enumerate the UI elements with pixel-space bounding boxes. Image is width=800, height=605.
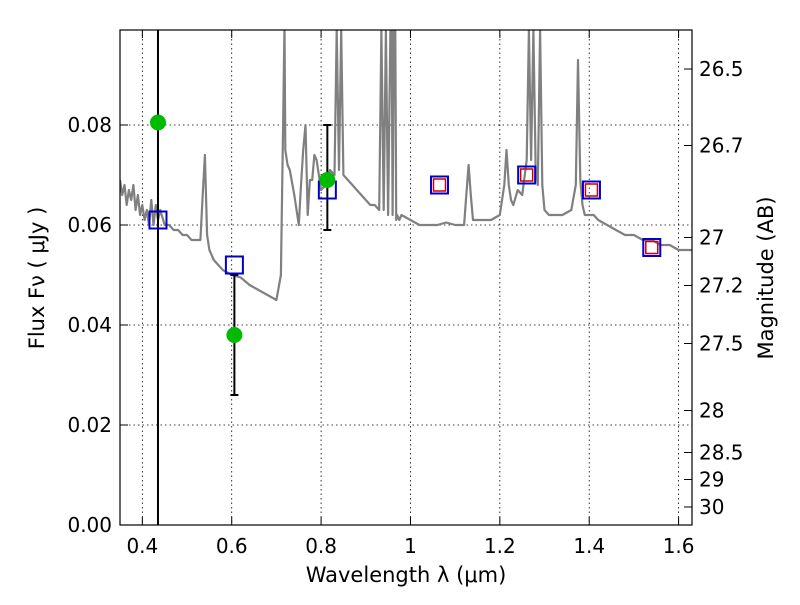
- obs-square: [519, 168, 534, 182]
- y-tick-label: 0.06: [67, 213, 112, 237]
- x-tick-label: 0.6: [216, 534, 248, 558]
- y2-tick-label: 27: [699, 226, 724, 250]
- y2-tick-label: 28: [699, 399, 724, 423]
- y2-tick-label: 30: [699, 495, 724, 519]
- y2-tick-label: 27.2: [699, 274, 744, 298]
- model-square: [430, 175, 450, 195]
- y-tick-label: 0.02: [67, 413, 112, 437]
- y2-tick-label: 28.5: [699, 441, 744, 465]
- y-tick-label: 0.00: [67, 513, 112, 537]
- plot-background: [120, 30, 692, 525]
- obs-square: [645, 240, 659, 255]
- model-square: [148, 210, 168, 230]
- y2-tick-label: 26.7: [699, 134, 744, 158]
- y2-tick-label: 29: [699, 468, 724, 492]
- x-tick-label: 1: [404, 534, 417, 558]
- x-tick-label: 1.4: [573, 534, 605, 558]
- y-tick-label: 0.04: [67, 313, 112, 337]
- data-layer: [120, 30, 692, 525]
- model-square: [517, 165, 537, 185]
- x-axis-label: Wavelength λ (μm): [306, 563, 507, 587]
- y2-tick-label: 26.5: [699, 57, 744, 81]
- y-tick-label: 0.08: [67, 113, 112, 137]
- model-square: [581, 180, 601, 200]
- y2-tick-label: 27.5: [699, 332, 744, 356]
- plot-area: [120, 30, 692, 525]
- x-tick-label: 1.2: [484, 534, 516, 558]
- obs-square: [584, 183, 599, 197]
- x-tick-label: 0.4: [126, 534, 158, 558]
- x-tick-label: 0.8: [305, 534, 337, 558]
- y2-axis-label: Magnitude (AB): [754, 196, 778, 359]
- obs-square: [432, 178, 447, 192]
- y-axis-label: Flux Fν ( μJy ): [25, 207, 49, 350]
- obs-point: [226, 327, 243, 343]
- obs-point: [149, 114, 166, 131]
- ticks: 0.4 0.6 0.8 1 1.2 1.4 1.6 0.00 0.02 0.04 0.06 0.08 2…: [67, 30, 744, 558]
- x-tick-label: 1.6: [663, 534, 695, 558]
- obs-point: [319, 172, 336, 188]
- model-square: [642, 238, 662, 257]
- spectrum-line: [120, 30, 692, 302]
- grid: [120, 30, 692, 526]
- model-square: [224, 255, 244, 275]
- plot-frame: [119, 29, 693, 526]
